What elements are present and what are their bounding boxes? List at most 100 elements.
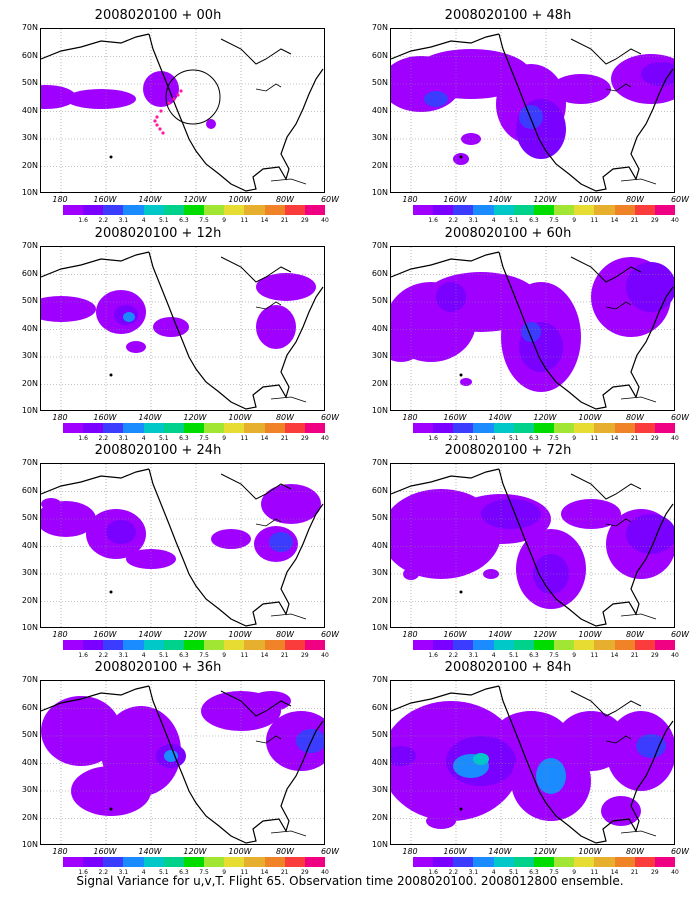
lon-label: 140W: [138, 195, 162, 204]
colorbar-label: 4: [491, 217, 496, 224]
colorbar-label: 40: [671, 217, 679, 224]
colorbar-label: 29: [651, 869, 659, 876]
lat-label: 10N: [371, 406, 388, 415]
lon-label: 180: [52, 847, 68, 856]
colorbar-swatch: [123, 857, 144, 867]
lat-label: 30N: [21, 133, 38, 142]
colorbar-swatch: [413, 640, 434, 650]
lon-label: 60W: [670, 195, 690, 204]
colorbar-swatch: [284, 640, 305, 650]
colorbar-label: 7.5: [199, 435, 209, 442]
lon-label: 80W: [625, 630, 645, 639]
colorbar-label: 29: [301, 869, 309, 876]
variance-contour: [626, 262, 674, 312]
hawaii-island: [109, 373, 113, 377]
colorbar-label: 14: [260, 217, 269, 224]
colorbar-swatch: [264, 423, 285, 433]
great-lakes: [255, 518, 282, 527]
coastline-north: [391, 468, 500, 495]
lat-label: 20N: [371, 378, 388, 388]
colorbar-swatch: [614, 205, 635, 215]
colorbar-swatch: [264, 857, 285, 867]
colorbar-label: 5.1: [158, 652, 169, 659]
lon-label: 60W: [320, 847, 340, 856]
colorbar-swatch: [413, 205, 434, 215]
lon-label: 160W: [443, 413, 467, 422]
lat-label: 20N: [371, 160, 388, 170]
coastline-north: [41, 685, 150, 712]
lon-label: 80W: [625, 195, 645, 204]
map-frame: [390, 246, 675, 411]
colorbar-label: 9: [222, 217, 227, 224]
colorbar-swatch: [163, 640, 184, 650]
map-panel-00h: 2008020100 + 00h 70N 60N 50N 40N 30N 20N 10N 18…: [8, 8, 348, 224]
colorbar-swatch: [264, 640, 285, 650]
lat-label: 70N: [21, 675, 38, 684]
colorbar-label: 40: [321, 869, 329, 876]
colorbar-swatch: [304, 205, 326, 215]
lon-label: 60W: [320, 413, 340, 422]
colorbar-swatch: [244, 857, 265, 867]
variance-contour: [519, 105, 543, 129]
colorbar-label: 29: [301, 435, 309, 442]
colorbar-label: 1.6: [428, 217, 438, 224]
hudson-coast: [570, 473, 642, 500]
colorbar-swatch: [103, 640, 124, 650]
colorbar-swatch: [123, 640, 144, 650]
map-panel-84h: 2008020100 + 84h 70N 60N 50N 40N 30N 20N 10N 18…: [358, 660, 698, 876]
lon-label: 80W: [625, 847, 645, 856]
variance-contour: [211, 529, 251, 549]
caribbean-islands: [620, 178, 657, 185]
colorbar-swatch: [513, 205, 534, 215]
colorbar-swatch: [304, 857, 326, 867]
lon-label: 160W: [93, 847, 117, 856]
hawaii-island: [459, 590, 463, 594]
colorbar-swatch: [143, 640, 164, 650]
colorbar-swatch: [224, 857, 245, 867]
lon-label: 100W: [578, 630, 602, 639]
colorbar-label: 9: [572, 869, 577, 876]
hawaii-island: [459, 807, 463, 811]
caribbean-islands: [620, 396, 657, 403]
variance-contour: [266, 711, 324, 771]
colorbar-label: 7.5: [199, 869, 209, 876]
colorbar-label: 11: [590, 435, 599, 442]
lat-label: 40N: [371, 323, 388, 333]
colorbar-swatch: [244, 640, 265, 650]
hudson-coast: [220, 690, 292, 717]
lat-label: 50N: [21, 513, 38, 522]
colorbar-swatch: [594, 205, 615, 215]
map-48h: [391, 29, 674, 192]
flight-track-point: [153, 119, 157, 123]
lat-label: 30N: [21, 351, 38, 360]
variance-contour: [391, 746, 416, 766]
colorbar-swatch: [554, 423, 575, 433]
lat-label: 60N: [21, 50, 38, 60]
colorbar-swatch: [594, 423, 615, 433]
colorbar-label: 21: [280, 217, 289, 224]
coastline-north: [391, 685, 500, 712]
caribbean-islands: [620, 830, 657, 837]
lon-label: 120W: [183, 413, 207, 422]
colorbar-swatch: [183, 857, 205, 867]
lat-label: 10N: [371, 188, 388, 197]
colorbar-label: 5.1: [158, 869, 169, 876]
variance-contour: [551, 74, 611, 104]
lon-label: 160W: [443, 847, 467, 856]
colorbar: [63, 423, 326, 433]
colorbar: [413, 857, 676, 867]
colorbar: [413, 640, 676, 650]
variance-contour: [424, 91, 448, 107]
colorbar-swatch: [433, 857, 454, 867]
map-frame: [40, 680, 325, 845]
colorbar: [413, 423, 676, 433]
flight-track-point: [155, 123, 159, 127]
great-lakes: [605, 518, 632, 527]
lat-label: 60N: [21, 485, 38, 495]
hawaii-island: [109, 155, 113, 159]
colorbar-swatch: [533, 423, 555, 433]
coastline-north: [41, 468, 150, 495]
colorbar-swatch: [63, 205, 84, 215]
lat-label: 10N: [371, 840, 388, 849]
colorbar-label: 3.1: [468, 652, 479, 659]
